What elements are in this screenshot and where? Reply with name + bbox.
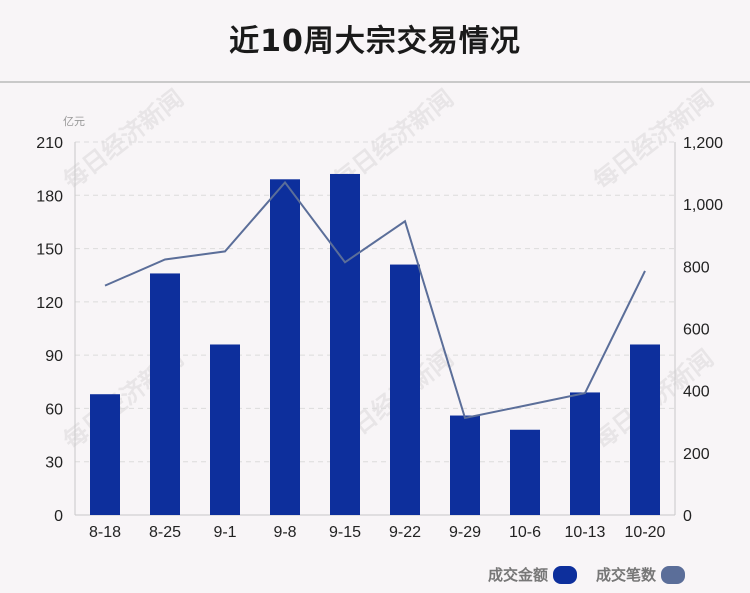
bar bbox=[90, 394, 120, 515]
legend-swatch-count bbox=[661, 566, 685, 584]
y-tick-label: 30 bbox=[45, 455, 63, 472]
bar bbox=[390, 264, 420, 515]
y-tick-label: 150 bbox=[36, 242, 63, 259]
x-tick-label: 10-6 bbox=[509, 524, 541, 541]
bar bbox=[210, 344, 240, 515]
legend-swatch-amount bbox=[553, 566, 577, 584]
x-tick-label: 9-15 bbox=[329, 524, 361, 541]
legend-label-amount: 成交金额 bbox=[488, 566, 548, 584]
bar bbox=[450, 415, 480, 515]
bar bbox=[630, 344, 660, 515]
chart-title: 近10周大宗交易情况 bbox=[229, 24, 521, 59]
bar bbox=[510, 429, 540, 515]
y2-tick-label: 0 bbox=[683, 508, 692, 525]
x-tick-label: 8-18 bbox=[89, 524, 121, 541]
y-tick-label: 120 bbox=[36, 295, 63, 312]
bar bbox=[150, 273, 180, 515]
y2-tick-label: 600 bbox=[683, 322, 710, 339]
y-tick-label: 210 bbox=[36, 135, 63, 152]
x-tick-label: 8-25 bbox=[149, 524, 181, 541]
y2-tick-label: 200 bbox=[683, 446, 710, 463]
y2-tick-label: 1,000 bbox=[683, 197, 723, 214]
bar bbox=[330, 173, 360, 515]
x-tick-label: 9-29 bbox=[449, 524, 481, 541]
y-tick-label: 60 bbox=[45, 401, 63, 418]
x-tick-label: 10-20 bbox=[625, 524, 666, 541]
x-tick-label: 9-1 bbox=[213, 524, 236, 541]
legend-label-count: 成交笔数 bbox=[596, 566, 657, 584]
bar bbox=[270, 179, 300, 516]
y-tick-label: 180 bbox=[36, 188, 63, 205]
y2-tick-label: 800 bbox=[683, 259, 710, 276]
x-tick-label: 10-13 bbox=[565, 524, 606, 541]
y2-tick-label: 400 bbox=[683, 384, 710, 401]
line-series bbox=[104, 180, 646, 420]
title-divider bbox=[0, 81, 750, 83]
y-tick-label: 90 bbox=[45, 348, 63, 365]
y-tick-label: 0 bbox=[54, 508, 63, 525]
x-tick-label: 9-22 bbox=[389, 524, 421, 541]
bar bbox=[570, 392, 600, 515]
y-unit-label: 亿元 bbox=[63, 115, 85, 128]
y2-tick-label: 1,200 bbox=[683, 135, 723, 152]
x-tick-label: 9-8 bbox=[273, 524, 296, 541]
